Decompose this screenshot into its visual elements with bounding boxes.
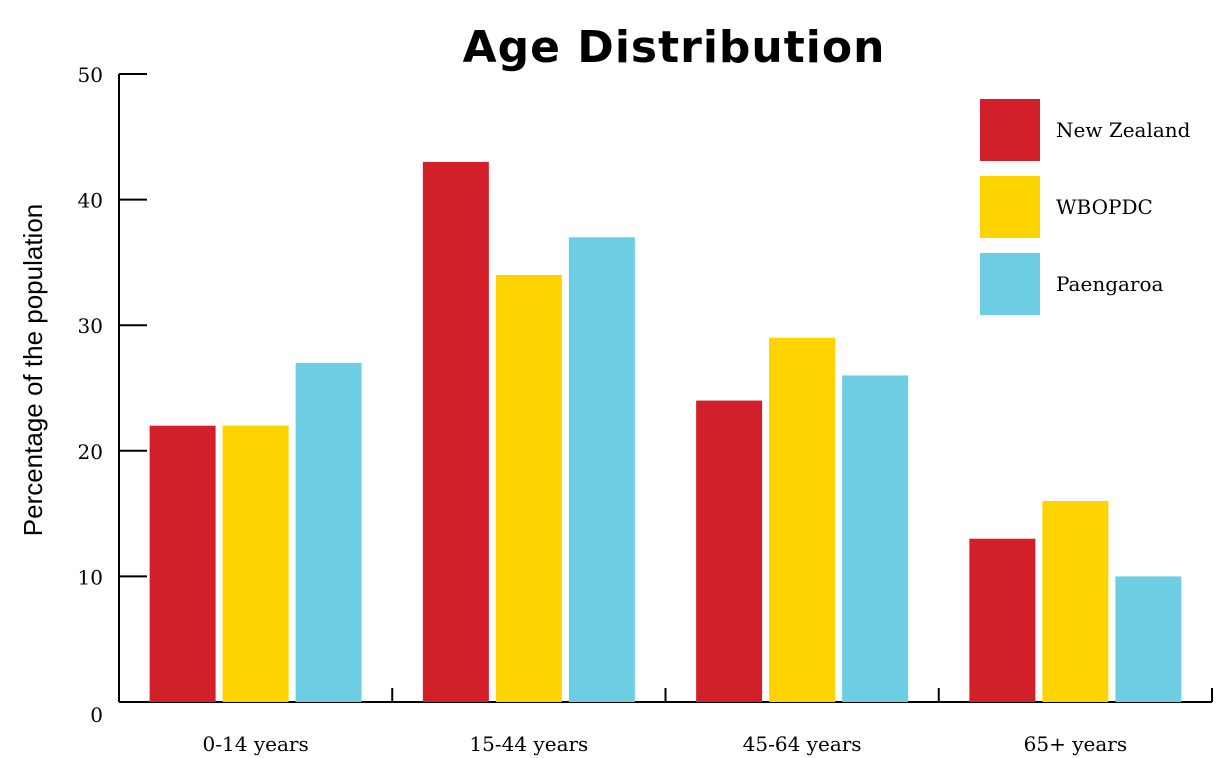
x-tick-label: 15-44 years <box>469 732 588 756</box>
legend: New Zealand WBOPDC Paengaroa <box>980 99 1191 315</box>
chart-title: Age Distribution <box>463 22 886 73</box>
x-tick-label: 45-64 years <box>743 732 862 756</box>
legend-swatch <box>980 176 1040 238</box>
legend-label: Paengaroa <box>1056 272 1164 296</box>
bars-group <box>149 161 1182 703</box>
bar-paengaroa-1 <box>568 237 635 702</box>
bar-new-zealand-0 <box>149 425 216 702</box>
bar-new-zealand-3 <box>969 538 1036 702</box>
bar-wbopdc-3 <box>1042 501 1109 702</box>
y-tick-label: 10 <box>78 565 103 589</box>
x-axis: 0-14 years 15-44 years 45-64 years 65+ year… <box>119 688 1213 756</box>
y-axis: 0 10 20 30 40 50 <box>78 63 147 727</box>
legend-swatch <box>980 253 1040 315</box>
legend-label: WBOPDC <box>1056 195 1153 219</box>
y-tick-label: 30 <box>78 314 103 338</box>
y-tick-label: 20 <box>78 440 103 464</box>
x-tick-label: 65+ years <box>1024 732 1127 756</box>
bar-wbopdc-1 <box>495 274 562 702</box>
legend-swatch <box>980 99 1040 161</box>
bar-new-zealand-2 <box>696 400 763 702</box>
y-tick-label: 0 <box>90 703 103 727</box>
bar-paengaroa-2 <box>842 375 909 702</box>
y-tick-label: 40 <box>78 189 103 213</box>
y-axis-title: Percentage of the population <box>18 204 48 536</box>
bar-wbopdc-2 <box>769 337 836 702</box>
bar-paengaroa-0 <box>295 362 362 702</box>
y-tick-label: 50 <box>78 63 103 87</box>
bar-paengaroa-3 <box>1115 576 1182 702</box>
x-tick-label: 0-14 years <box>203 732 309 756</box>
bar-wbopdc-0 <box>222 425 289 702</box>
bar-new-zealand-1 <box>422 161 489 703</box>
legend-label: New Zealand <box>1056 118 1191 142</box>
